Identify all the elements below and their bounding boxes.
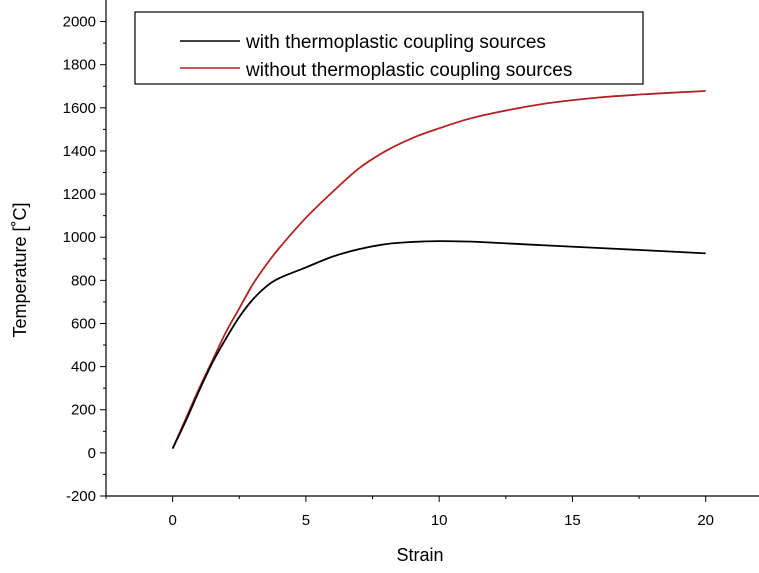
x-tick-label: 15 [564, 512, 581, 529]
series-layer [171, 90, 706, 449]
y-tick-label: 1800 [63, 57, 96, 74]
x-tick-label: 5 [302, 512, 310, 529]
legend: with thermoplastic coupling sources with… [134, 11, 644, 85]
x-tick-label: 10 [431, 512, 448, 529]
y-tick-label: 1000 [63, 229, 96, 246]
y-tick-label: 600 [71, 315, 96, 332]
y-tick-label: 0 [88, 445, 96, 462]
series-line-without-coupling [171, 90, 706, 449]
y-tick-label: 800 [71, 272, 96, 289]
x-tick-label: 0 [168, 512, 176, 529]
x-tick-label: 20 [697, 512, 714, 529]
y-tick-label: -200 [66, 488, 96, 505]
axes-layer [105, 0, 759, 497]
y-axis-title: Temperature [˚C] [10, 202, 30, 337]
y-tick-label: 200 [71, 402, 96, 419]
ticks-layer: -200020040060080010001200140016001800200… [63, 14, 714, 529]
legend-label-without-coupling: without thermoplastic coupling sources [245, 60, 572, 81]
legend-label-with-coupling: with thermoplastic coupling sources [245, 32, 546, 53]
y-tick-label: 1200 [63, 186, 96, 203]
series-line-with-coupling [171, 240, 706, 449]
legend-box [134, 11, 644, 85]
y-tick-label: 400 [71, 359, 96, 376]
y-tick-label: 1600 [63, 100, 96, 117]
x-axis-title: Strain [396, 545, 443, 565]
y-tick-label: 1400 [63, 143, 96, 160]
y-tick-label: 2000 [63, 14, 96, 31]
